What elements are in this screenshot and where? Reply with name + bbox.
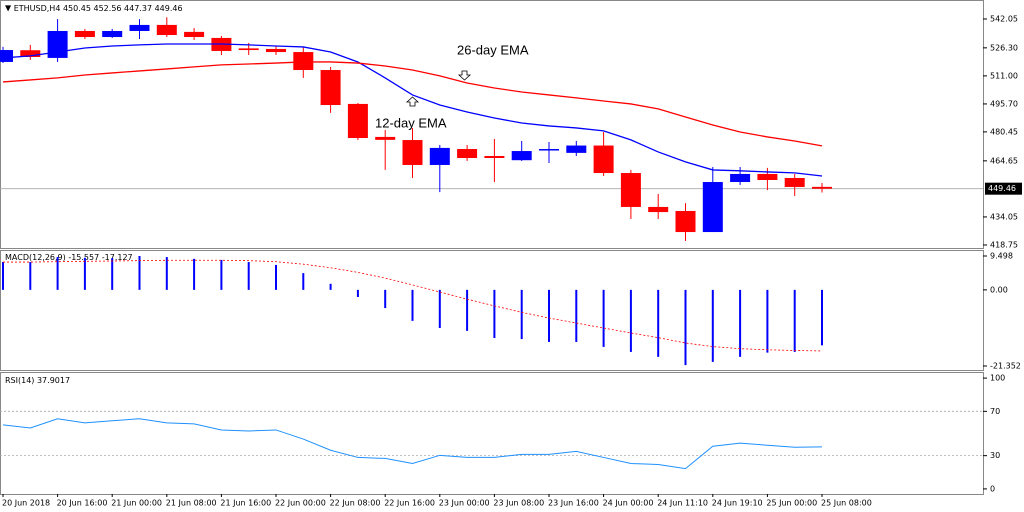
y-tick-label: -21.352 (990, 362, 1021, 371)
macd-header: MACD(12,26,9) -15.557 -17.127 (5, 253, 133, 262)
candle-body (375, 136, 396, 140)
x-tick-label: 22 Jun 08:00 (330, 499, 381, 508)
ema-line (2, 43, 823, 177)
x-tick-label: 20 Jun 2018 (2, 499, 50, 508)
price-label: 449.46 (988, 184, 1016, 193)
signal-line (3, 259, 823, 352)
y-tick-label: 30 (990, 451, 1000, 460)
candle-body (102, 30, 123, 38)
candle-body (757, 173, 778, 180)
y-tick-label: 480.45 (990, 127, 1018, 136)
y-tick-label: 418.75 (990, 240, 1018, 249)
candle-body (184, 31, 205, 38)
candle-body (702, 182, 723, 233)
last-low: 447.37 (124, 4, 152, 13)
y-tick-label: 511.00 (990, 71, 1018, 80)
rsi-last: 37.9017 (37, 376, 70, 385)
candle-body (47, 30, 68, 58)
candle-body (593, 145, 614, 174)
candle-body (156, 24, 177, 36)
x-tick-label: 21 Jun 00:00 (111, 499, 162, 508)
last-high: 452.56 (94, 4, 122, 13)
candle-body (238, 48, 259, 51)
y-tick-label: 464.65 (990, 156, 1018, 165)
rsi-title: RSI(14) (5, 376, 34, 385)
candle-body (784, 177, 805, 187)
macd-title: MACD(12,26,9) (5, 253, 66, 262)
candle-body (566, 145, 587, 153)
candle-body (730, 173, 751, 183)
price-header: ▼ ETHUSD,H4 450.45 452.56 447.37 449.46 (5, 4, 183, 13)
ema-line (2, 61, 823, 147)
x-tick-label: 24 Jun 19:10 (712, 499, 763, 508)
x-tick-label: 23 Jun 08:00 (493, 499, 544, 508)
candle-body (648, 206, 669, 213)
candle-body (812, 186, 832, 189)
rsi-header: RSI(14) 37.9017 (5, 376, 70, 385)
y-tick-label: 100 (990, 374, 1005, 383)
x-tick-label: 23 Jun 00:00 (439, 499, 490, 508)
rsi-panel (0, 372, 984, 495)
symbol: ETHUSD,H4 (14, 4, 61, 13)
candle-body (347, 103, 368, 139)
candle-body (429, 147, 450, 165)
y-tick-label: 70 (990, 407, 1000, 416)
signal-last: -17.127 (102, 253, 133, 262)
candle-body (457, 149, 478, 159)
up-arrow (405, 96, 420, 107)
x-tick-label: 21 Jun 16:00 (220, 499, 271, 508)
candle-body (511, 151, 532, 161)
candle-body (320, 70, 341, 106)
candle-body (74, 30, 95, 38)
macd-last: -15.557 (68, 253, 99, 262)
x-tick-label: 24 Jun 00:00 (603, 499, 654, 508)
rsi-line (2, 418, 823, 470)
x-tick-label: 24 Jun 11:10 (657, 499, 708, 508)
candle-body (293, 52, 314, 71)
candle-body (539, 149, 559, 151)
y-tick-label: 0.00 (990, 285, 1008, 294)
x-tick-label: 22 Jun 00:00 (275, 499, 326, 508)
x-tick-label: 23 Jun 16:00 (548, 499, 599, 508)
candle-body (402, 140, 423, 165)
ema26-annotation: 26-day EMA (457, 42, 529, 57)
candle-body (129, 24, 150, 31)
y-tick-label: 542.05 (990, 14, 1018, 23)
last-open: 450.45 (63, 4, 91, 13)
x-tick-label: 22 Jun 16:00 (384, 499, 435, 508)
candle-body (266, 48, 286, 53)
y-tick-label: 434.05 (990, 212, 1018, 221)
y-tick-label: 9.498 (990, 251, 1013, 260)
last-close: 449.46 (155, 4, 183, 13)
y-tick-label: 526.30 (990, 43, 1018, 52)
y-tick-label: 0 (990, 484, 995, 493)
price-label-box (985, 182, 1022, 195)
y-tick-label: 495.70 (990, 99, 1018, 108)
candle-body (20, 50, 41, 58)
candle-body (0, 50, 13, 62)
candle-body (675, 210, 696, 233)
x-tick-label: 21 Jun 08:00 (166, 499, 217, 508)
ema12-annotation: 12-day EMA (375, 115, 447, 130)
down-arrow (457, 70, 472, 81)
x-tick-label: 20 Jun 16:00 (57, 499, 108, 508)
candle-body (484, 155, 505, 159)
x-tick-label: 25 Jun 00:00 (766, 499, 817, 508)
macd-panel (0, 250, 984, 371)
candle-body (620, 173, 641, 207)
price-panel (0, 0, 984, 249)
x-tick-label: 25 Jun 08:00 (821, 499, 872, 508)
